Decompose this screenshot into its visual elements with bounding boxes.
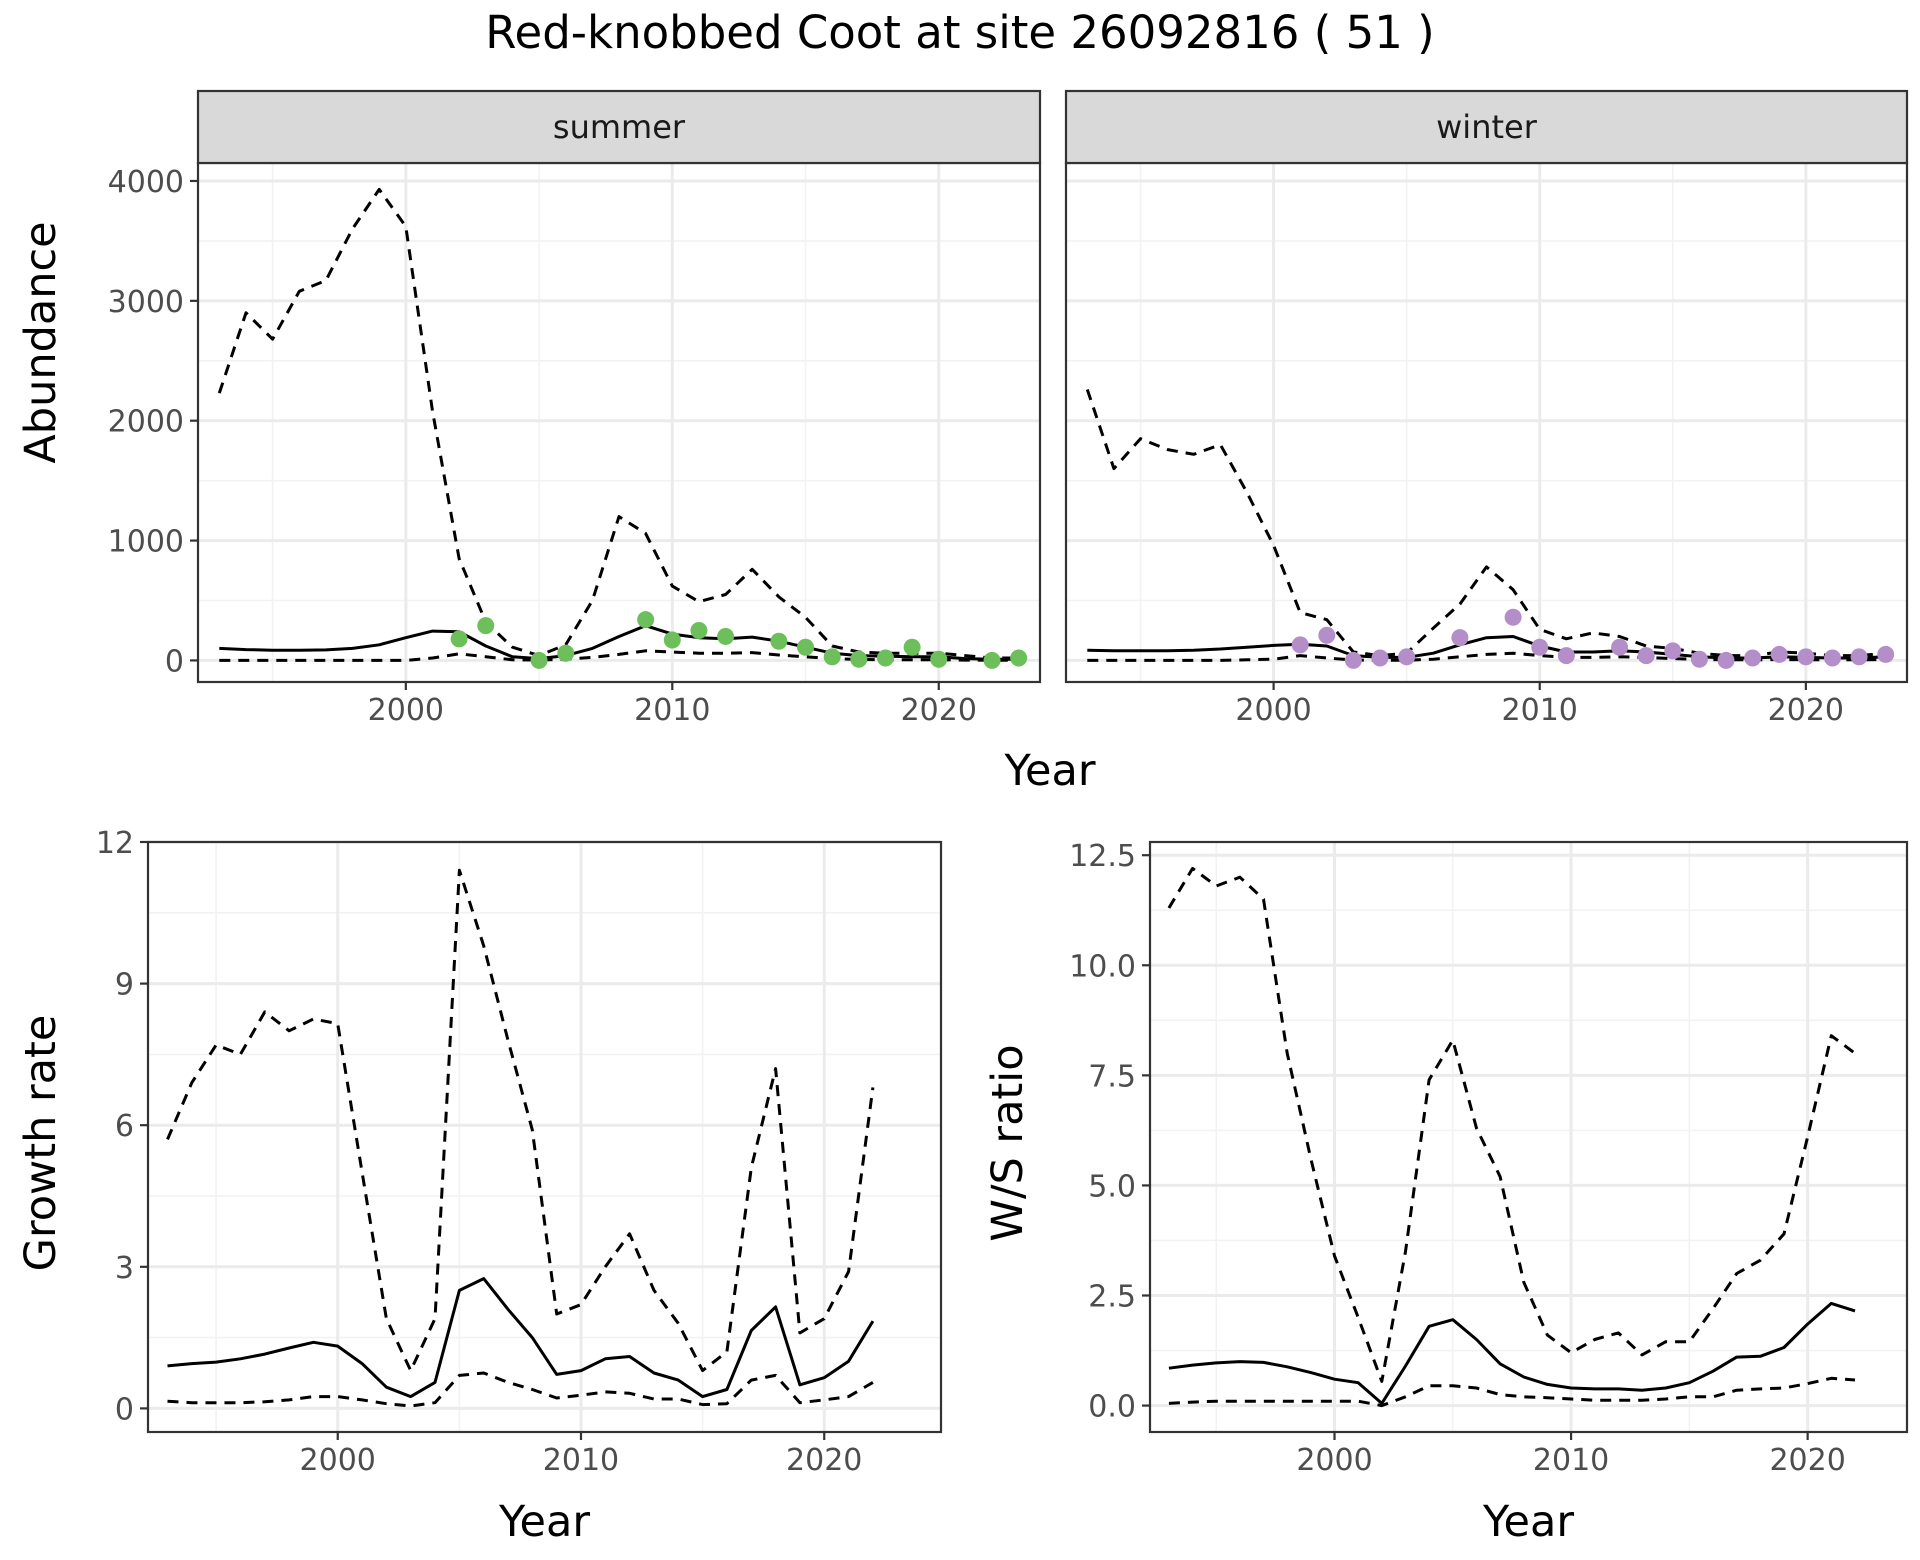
ws-ratio-x-tick-label: 2020 <box>1769 1443 1845 1478</box>
winter-observed-point <box>1398 648 1416 666</box>
summer-observed-point <box>876 649 894 667</box>
summer-observed-point <box>557 644 575 662</box>
growth-mean-line <box>167 1277 875 1399</box>
growth-y-tick-label: 3 <box>115 1251 134 1286</box>
summer-x-tick-label: 2010 <box>634 693 710 728</box>
winter-x-tick-label: 2010 <box>1502 693 1578 728</box>
growth-y-tick-label: 0 <box>115 1392 134 1427</box>
ws-ratio-interval-line-1 <box>1167 866 1856 1383</box>
abundance-x-axis-title: Year <box>1003 746 1095 796</box>
winter-panel: 2000 2010 2020 winter <box>1064 89 1909 728</box>
growth-y-tick-label: 9 <box>115 968 134 1003</box>
winter-observed-point <box>1557 647 1575 665</box>
ws-ratio-y-tick-label: 10.0 <box>1069 949 1136 984</box>
summer-x-tick-label: 2020 <box>901 693 977 728</box>
growth-y-tick-label: 6 <box>115 1109 134 1144</box>
summer-observed-point <box>450 630 468 648</box>
summer-interval-line-1 <box>217 187 1019 660</box>
abundance-y-axis-title: Abundance <box>16 221 66 463</box>
winter-observed-point <box>1344 651 1362 669</box>
growth-x-tick-label: 2000 <box>300 1443 376 1478</box>
winter-observed-point <box>1770 645 1788 663</box>
growth-interval-line-2 <box>167 1371 874 1408</box>
growth-y-tick-label: 12 <box>96 826 134 861</box>
growth-x-tick-label: 2020 <box>786 1443 862 1478</box>
ws-ratio-x-tick-label: 2000 <box>1296 1443 1372 1478</box>
summer-observed-point <box>1010 649 1028 667</box>
summer-observed-point <box>663 631 681 649</box>
winter-observed-point <box>1877 645 1895 663</box>
ws-ratio-interval-line-2 <box>1168 1376 1856 1408</box>
summer-observed-point <box>717 627 735 645</box>
chart-title: Red-knobbed Coot at site 26092816 ( 51 ) <box>485 6 1434 59</box>
winter-x-tick-label: 2000 <box>1235 693 1311 728</box>
summer-observed-point <box>530 651 548 669</box>
winter-facet-label: winter <box>1436 108 1538 146</box>
summer-y-tick-label: 1000 <box>108 525 184 560</box>
winter-observed-point <box>1318 626 1336 644</box>
winter-facet-strip <box>1064 89 1909 165</box>
growth-y-axis-title: Growth rate <box>16 1015 66 1272</box>
ws-ratio-y-tick-label: 7.5 <box>1088 1059 1136 1094</box>
summer-panel: 2000 2010 2020 0 1000 2000 3000 4000 summer <box>108 89 1042 728</box>
summer-y-tick-label: 0 <box>165 644 184 679</box>
summer-observed-point <box>850 650 868 668</box>
winter-observed-point <box>1371 649 1389 667</box>
ws-ratio-y-tick-label: 2.5 <box>1088 1280 1136 1315</box>
summer-facet-strip <box>196 89 1042 165</box>
summer-observed-point <box>690 621 708 639</box>
growth-panel: 2000 2010 2020 0 3 6 9 12 <box>96 826 943 1478</box>
summer-y-tick-label: 4000 <box>108 165 184 200</box>
summer-observed-point <box>823 648 841 666</box>
growth-panel-bg <box>148 842 941 1432</box>
winter-observed-point <box>1744 649 1762 667</box>
summer-y-tick-label: 3000 <box>108 285 184 320</box>
ws-ratio-y-tick-label: 0.0 <box>1088 1390 1136 1425</box>
winter-observed-point <box>1637 647 1655 665</box>
summer-observed-point <box>903 638 921 656</box>
winter-observed-point <box>1850 648 1868 666</box>
winter-observed-point <box>1291 636 1309 654</box>
winter-observed-point <box>1690 650 1708 668</box>
ws-ratio-y-axis-title: W/S ratio <box>983 1044 1033 1241</box>
winter-observed-point <box>1717 651 1735 669</box>
summer-observed-point <box>983 651 1001 669</box>
summer-observed-point <box>930 650 948 668</box>
winter-observed-point <box>1531 638 1549 656</box>
summer-y-tick-label: 2000 <box>108 405 184 440</box>
summer-observed-point <box>477 617 495 635</box>
ws-ratio-panel-bg <box>1150 842 1907 1432</box>
ws-ratio-panel-border <box>1148 840 1909 1434</box>
winter-observed-point <box>1797 648 1815 666</box>
winter-observed-point <box>1611 638 1629 656</box>
growth-x-axis-title: Year <box>498 1497 590 1547</box>
winter-observed-point <box>1664 642 1682 660</box>
growth-x-tick-label: 2010 <box>543 1443 619 1478</box>
ws-ratio-mean-line <box>1168 1301 1856 1405</box>
summer-observed-point <box>770 632 788 650</box>
ws-ratio-y-tick-label: 5.0 <box>1088 1169 1136 1204</box>
summer-panel-bg <box>198 163 1040 682</box>
ws-ratio-panel: 2000 2010 2020 0.0 2.5 5.0 7.5 10.0 12.5 <box>1069 839 1909 1478</box>
winter-panel-bg <box>1066 163 1907 682</box>
ws-ratio-x-tick-label: 2010 <box>1533 1443 1609 1478</box>
growth-interval-line-1 <box>166 868 875 1373</box>
summer-facet-label: summer <box>553 108 686 146</box>
winter-x-tick-label: 2020 <box>1768 693 1844 728</box>
winter-observed-point <box>1504 608 1522 626</box>
winter-observed-point <box>1823 649 1841 667</box>
summer-observed-point <box>637 611 655 629</box>
summer-observed-point <box>797 638 815 656</box>
winter-observed-point <box>1451 629 1469 647</box>
growth-panel-border <box>146 840 943 1434</box>
summer-x-tick-label: 2000 <box>368 693 444 728</box>
ws-ratio-x-axis-title: Year <box>1482 1497 1574 1547</box>
ws-ratio-y-tick-label: 12.5 <box>1069 839 1136 874</box>
